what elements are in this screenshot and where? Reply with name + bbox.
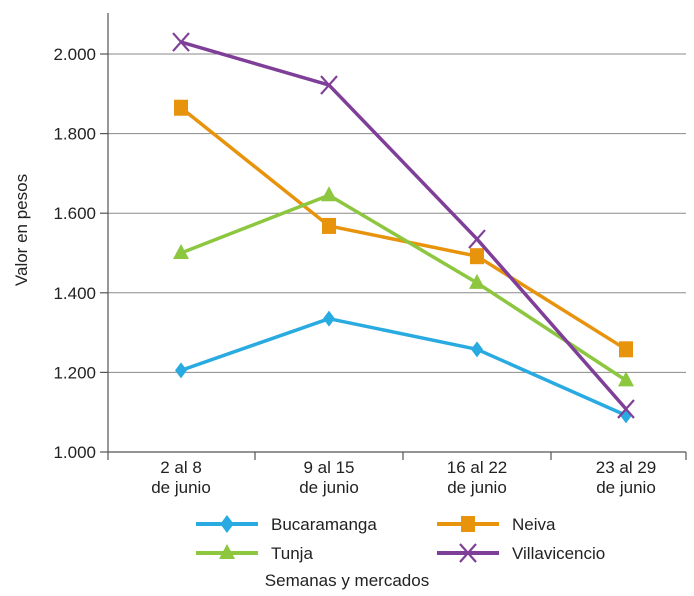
y-tick-label: 1.200	[53, 363, 96, 382]
y-tick-label: 1.400	[53, 284, 96, 303]
legend-item: Neiva	[437, 515, 556, 534]
data-point	[617, 399, 635, 419]
x-axis-title: Semanas y mercados	[265, 571, 429, 590]
data-point	[468, 229, 486, 249]
series-line	[180, 316, 627, 417]
data-point	[459, 543, 477, 563]
series-villavicencio	[172, 32, 635, 419]
legend-item: Tunja	[196, 544, 313, 563]
x-tick-label: 16 al 22	[447, 458, 508, 477]
y-tick-label: 2.000	[53, 45, 96, 64]
data-point	[173, 244, 189, 259]
x-tick-label: de junio	[447, 478, 507, 497]
data-point	[220, 515, 234, 533]
data-point	[618, 371, 634, 387]
x-tick-label: de junio	[299, 478, 359, 497]
data-point	[461, 516, 475, 532]
data-point	[469, 273, 485, 289]
legend-item: Villavicencio	[437, 543, 605, 563]
legend: Bucaramanga Neiva Tunja Villavicencio	[196, 515, 605, 563]
legend-label: Neiva	[512, 515, 556, 534]
legend-label: Villavicencio	[512, 544, 605, 563]
series-line	[180, 193, 627, 382]
y-tick-label: 1.600	[53, 204, 96, 223]
data-point	[471, 341, 483, 358]
data-point	[175, 362, 187, 379]
data-point	[323, 310, 335, 327]
data-point	[172, 32, 190, 52]
data-point	[219, 544, 235, 559]
data-point	[619, 341, 633, 358]
legend-item: Bucaramanga	[196, 515, 377, 534]
x-tick-label: 9 al 15	[303, 458, 354, 477]
y-tick-label: 1.800	[53, 125, 96, 144]
data-point	[174, 99, 188, 116]
y-tick-labels: 1.000 1.200 1.400 1.600 1.800 2.000	[53, 45, 96, 462]
y-axis-title: Valor en pesos	[12, 174, 31, 286]
data-point	[470, 248, 484, 265]
x-tick-label: de junio	[151, 478, 211, 497]
data-point	[321, 186, 337, 202]
y-tick-label: 1.000	[53, 443, 96, 462]
x-tick-label: 2 al 8	[160, 458, 202, 477]
x-tick-label: 23 al 29	[596, 458, 657, 477]
series-lines	[172, 32, 635, 424]
series-bucaramanga	[175, 310, 632, 424]
data-point	[320, 75, 338, 95]
axes	[100, 13, 687, 460]
x-tick-label: de junio	[596, 478, 656, 497]
data-point	[322, 217, 336, 234]
series-line	[180, 40, 628, 411]
series-tunja	[173, 186, 634, 387]
gridlines	[108, 53, 686, 373]
legend-label: Bucaramanga	[271, 515, 377, 534]
legend-label: Tunja	[271, 544, 313, 563]
